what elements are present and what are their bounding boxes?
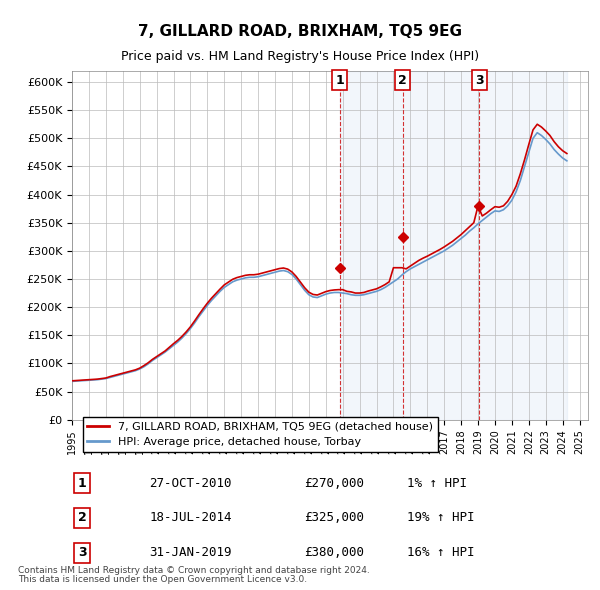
Text: 7, GILLARD ROAD, BRIXHAM, TQ5 9EG: 7, GILLARD ROAD, BRIXHAM, TQ5 9EG xyxy=(138,24,462,38)
Text: 3: 3 xyxy=(78,546,86,559)
Text: £270,000: £270,000 xyxy=(304,477,364,490)
Bar xyxy=(340,71,567,419)
Text: Price paid vs. HM Land Registry's House Price Index (HPI): Price paid vs. HM Land Registry's House … xyxy=(121,50,479,63)
Text: 2: 2 xyxy=(398,74,407,87)
Text: 1: 1 xyxy=(335,74,344,87)
Text: Contains HM Land Registry data © Crown copyright and database right 2024.: Contains HM Land Registry data © Crown c… xyxy=(18,566,370,575)
Legend: 7, GILLARD ROAD, BRIXHAM, TQ5 9EG (detached house), HPI: Average price, detached: 7, GILLARD ROAD, BRIXHAM, TQ5 9EG (detac… xyxy=(83,417,438,452)
Text: 3: 3 xyxy=(475,74,484,87)
Text: 19% ↑ HPI: 19% ↑ HPI xyxy=(407,512,475,525)
Text: £325,000: £325,000 xyxy=(304,512,364,525)
Text: 1: 1 xyxy=(78,477,86,490)
Text: 31-JAN-2019: 31-JAN-2019 xyxy=(149,546,232,559)
Text: 1% ↑ HPI: 1% ↑ HPI xyxy=(407,477,467,490)
Text: £380,000: £380,000 xyxy=(304,546,364,559)
Text: This data is licensed under the Open Government Licence v3.0.: This data is licensed under the Open Gov… xyxy=(18,575,307,584)
Text: 18-JUL-2014: 18-JUL-2014 xyxy=(149,512,232,525)
Text: 16% ↑ HPI: 16% ↑ HPI xyxy=(407,546,475,559)
Text: 2: 2 xyxy=(78,512,86,525)
Text: 27-OCT-2010: 27-OCT-2010 xyxy=(149,477,232,490)
